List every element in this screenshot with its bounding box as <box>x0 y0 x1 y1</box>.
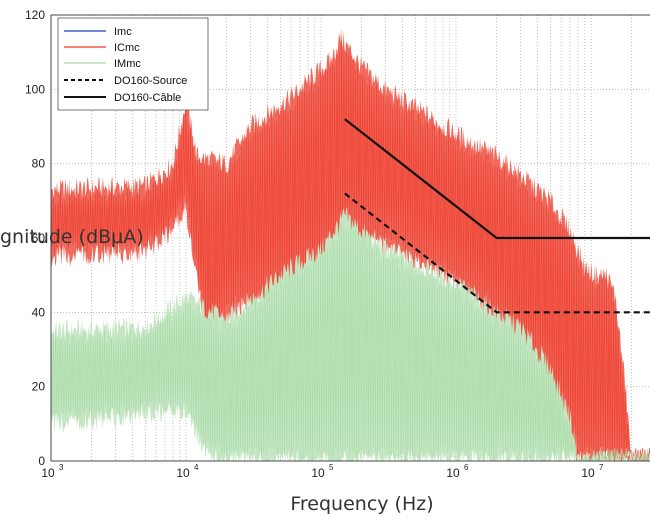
x-tick-exponent: 4 <box>194 463 199 472</box>
y-tick-label: 80 <box>32 157 46 171</box>
x-tick-label: 10 <box>311 466 325 480</box>
series-immc <box>51 207 650 461</box>
x-tick-label: 10 <box>581 466 595 480</box>
y-tick-label: 40 <box>32 305 46 319</box>
x-tick-label: 10 <box>41 466 55 480</box>
series-do160-cable <box>344 118 650 240</box>
y-tick-label: 120 <box>25 8 45 22</box>
legend-box <box>57 17 209 111</box>
y-tick-label: 60 <box>32 231 46 245</box>
y-tick-label: 100 <box>25 82 45 96</box>
series-do160-source <box>344 192 650 314</box>
immc-trace <box>51 222 650 461</box>
legend-label-immc: IMmc <box>114 58 141 70</box>
tick-labels: 0 20 40 60 80 100 120 10 3 10 4 10 5 10 6 10 7 <box>25 8 604 480</box>
x-tick-exponent: 3 <box>59 463 64 472</box>
legend-label-do160-cable: DO160-Câble <box>114 92 181 104</box>
series-icmc <box>51 28 650 461</box>
x-tick-exponent: 5 <box>329 463 334 472</box>
y-tick-label: 0 <box>38 454 45 468</box>
legend-label-icmc: ICmc <box>114 42 140 54</box>
x-tick-label: 10 <box>176 466 190 480</box>
y-tick-label: 20 <box>32 380 46 394</box>
series-layer <box>51 28 650 461</box>
x-tick-exponent: 7 <box>599 463 604 472</box>
y-axis-title-fragment: gnitude (dBµA) <box>0 226 144 248</box>
legend-label-do160-source: DO160-Source <box>114 75 187 87</box>
x-tick-exponent: 6 <box>464 463 469 472</box>
x-tick-label: 10 <box>446 466 460 480</box>
icmc-trace <box>51 40 650 461</box>
legend: Imc ICmc IMmc DO160-Source DO160-Câble <box>57 17 209 111</box>
x-axis-title: Frequency (Hz) <box>290 493 433 515</box>
legend-label-imc: Imc <box>114 26 132 38</box>
